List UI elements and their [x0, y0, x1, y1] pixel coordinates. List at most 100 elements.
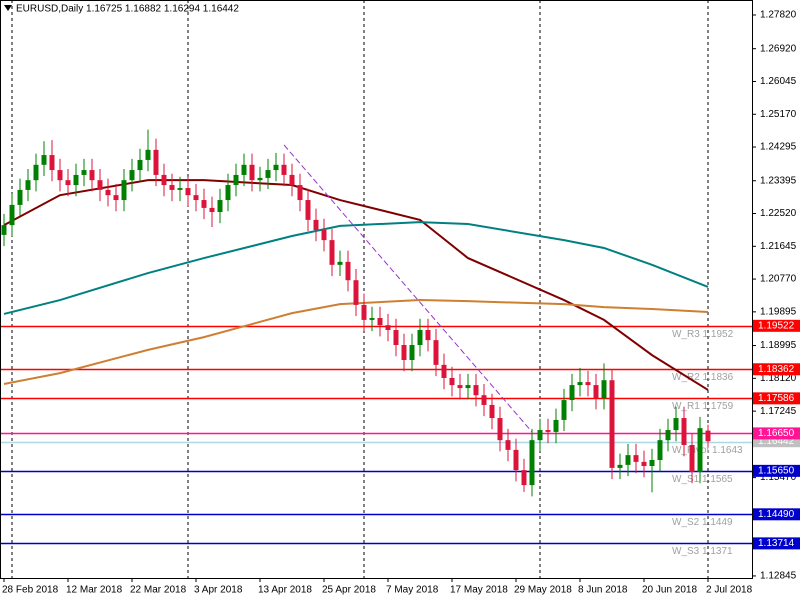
x-tick-label: 25 Apr 2018 [322, 585, 376, 596]
candle-body [57, 170, 63, 181]
candle-body [433, 340, 439, 365]
moving-average [3, 179, 709, 391]
level-text: W_R1 1.1759 [672, 401, 734, 412]
y-tick-label: 1.12845 [760, 571, 797, 582]
candle-body [281, 164, 287, 175]
candle-body [321, 230, 327, 241]
candle-body [41, 155, 47, 165]
level-box [753, 363, 800, 376]
level-text: W_R2 1.1836 [672, 372, 734, 383]
candle-body [361, 304, 367, 320]
candle-body [121, 180, 127, 201]
candle-body [417, 330, 423, 346]
candle-body [241, 164, 247, 175]
candle-body [233, 174, 239, 186]
candle-body [625, 455, 631, 465]
candle-body [81, 170, 87, 175]
level-text: W_S1 1.1565 [672, 474, 733, 485]
candle-body [377, 318, 383, 326]
candle-body [657, 440, 663, 461]
candle-body [153, 149, 159, 175]
y-tick-label: 1.23395 [760, 175, 797, 186]
candle-body [561, 400, 567, 420]
candle-body [177, 188, 183, 190]
candle-body [329, 240, 335, 265]
candle-body [137, 159, 143, 171]
candle-body [129, 170, 135, 181]
candle-body [17, 189, 23, 205]
y-tick-label: 1.20770 [760, 274, 797, 285]
chart-title: EURUSD,Daily 1.16725 1.16882 1.16294 1.1… [16, 4, 239, 15]
candle-body [465, 385, 471, 389]
x-tick-label: 2 Jul 2018 [706, 585, 753, 596]
y-tick-label: 1.24295 [760, 142, 797, 153]
candle-body [593, 385, 599, 399]
x-tick-label: 13 Apr 2018 [258, 585, 312, 596]
y-tick-label: 1.22520 [760, 208, 797, 219]
y-tick-label: 1.18995 [760, 340, 797, 351]
level-box-label: 1.16650 [758, 428, 795, 439]
y-tick-label: 1.27820 [760, 10, 797, 21]
candle-body [689, 445, 695, 472]
candle-body [201, 200, 207, 208]
level-text: W_Pivot 1.1643 [672, 445, 743, 456]
candle-body [577, 382, 583, 386]
candle-body [297, 185, 303, 201]
candle-body [673, 418, 679, 431]
candle-body [193, 195, 199, 201]
candle-body [9, 204, 15, 226]
candle-body [265, 170, 271, 178]
candle-body [665, 430, 671, 441]
y-tick-label: 1.25170 [760, 109, 797, 120]
moving-average [3, 221, 709, 315]
candle-body [1, 225, 7, 235]
level-text: W_S2 1.1449 [672, 517, 733, 528]
y-tick-label: 1.19895 [760, 306, 797, 317]
level-box-label: 1.18362 [758, 364, 795, 375]
y-tick-label: 1.26045 [760, 76, 797, 87]
candle-body [609, 380, 615, 468]
candle-body [449, 377, 455, 386]
candle-body [337, 261, 343, 265]
candle-body [457, 385, 463, 389]
candle-body [105, 189, 111, 196]
candle-body [145, 149, 151, 160]
candle-body [545, 430, 551, 432]
candle-body [537, 430, 543, 441]
plot-frame [0, 0, 753, 579]
candle-body [353, 280, 359, 305]
candle-body [425, 330, 431, 341]
y-tick-label: 1.21645 [760, 241, 797, 252]
candle-body [641, 461, 647, 466]
moving-average [3, 299, 709, 385]
y-tick-label: 1.17245 [760, 406, 797, 417]
candle-body [73, 174, 79, 186]
x-tick-label: 7 May 2018 [386, 585, 439, 596]
candle-body [97, 180, 103, 190]
candle-body [209, 207, 215, 213]
candle-body [393, 330, 399, 346]
candle-body [473, 385, 479, 396]
level-box [753, 537, 800, 550]
level-text: W_R3 1.1952 [672, 329, 734, 340]
y-tick-label: 1.26920 [760, 43, 797, 54]
candle-body [217, 200, 223, 213]
level-box [753, 464, 800, 477]
level-text: W_S3 1.1371 [672, 546, 733, 557]
bid-label: 1.16442 [758, 436, 795, 447]
candle-body [89, 170, 95, 181]
x-tick-label: 29 May 2018 [514, 585, 572, 596]
plot-area: W_R3 1.1952 W_R2 1.1836 W_R1 1.1759 W_Pivot… [0, 0, 752, 578]
x-tick-label: 3 Apr 2018 [194, 585, 243, 596]
candle-body [601, 380, 607, 399]
candle-body [249, 164, 255, 181]
candle-body [225, 185, 231, 201]
candle-body [305, 200, 311, 220]
level-box [753, 508, 800, 521]
candle-body [489, 404, 495, 419]
candle-body [497, 418, 503, 441]
candle-body [273, 164, 279, 171]
level-box-label: 1.17586 [758, 393, 795, 404]
candle-body [409, 345, 415, 360]
